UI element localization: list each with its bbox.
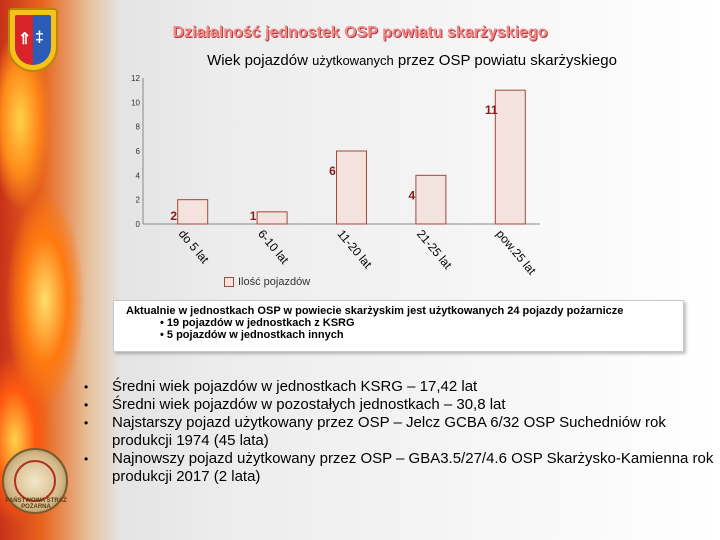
- badge-text: PAŃSTWOWA STRAŻ POŻARNA: [5, 498, 67, 510]
- legend-label: Ilość pojazdów: [238, 276, 311, 288]
- bullet-item: • Średni wiek pojazdów w jednostkach KSRG…: [84, 378, 478, 395]
- y-tick-label: 10: [131, 98, 140, 107]
- coat-of-arms-logo: ⇑ ‡: [8, 8, 58, 72]
- info-line-other: • 5 pojazdów w jednostkach innych: [160, 329, 344, 341]
- category-label: pow.25 lat: [493, 227, 539, 278]
- data-label: 11: [485, 103, 498, 117]
- bar: [494, 89, 526, 225]
- chart-title-part1: Wiek pojazdów: [207, 52, 313, 69]
- chart-legend: Ilość pojazdów: [224, 276, 310, 288]
- bar: [256, 211, 288, 225]
- bar: [415, 174, 447, 225]
- bar: [336, 150, 367, 225]
- flame-decoration: [0, 0, 120, 540]
- chart-title: Wiek pojazdów użytkowanych przez OSP pow…: [132, 52, 692, 69]
- data-label: 6: [329, 164, 336, 178]
- y-tick-label: 2: [136, 196, 141, 205]
- slide-title: Działalność jednostek OSP powiatu skarży…: [172, 24, 548, 41]
- bar-chart: 0 2 4 6 8 10 12 2 do 5 lat 1 6-10 lat 6 11-20 lat 4 21…: [131, 74, 540, 278]
- bullet-list: • Średni wiek pojazdów w jednostkach KSRG…: [84, 378, 714, 486]
- fire-service-badge-logo: [2, 448, 68, 514]
- category-label: 21-25 lat: [414, 227, 455, 272]
- cross-icon: ‡: [35, 29, 44, 46]
- arrow-icon: ⇑: [18, 31, 32, 48]
- legend-swatch: [224, 277, 234, 287]
- category-label: 11-20 lat: [335, 227, 376, 272]
- data-label: 2: [170, 209, 177, 223]
- bullet-item: • Najstarszy pojazd użytkowany przez OSP …: [84, 414, 666, 449]
- chart-title-part3: przez OSP powiatu skarżyskiego: [393, 52, 617, 69]
- info-line-ksrg: • 19 pojazdów w jednostkach z KSRG: [160, 317, 355, 329]
- y-tick-label: 0: [136, 220, 141, 229]
- bullet-item: • Średni wiek pojazdów w pozostałych jedn…: [84, 396, 506, 413]
- category-label: do 5 lat: [176, 227, 212, 267]
- info-box: Aktualnie w jednostkach OSP w powiecie s…: [113, 300, 684, 352]
- category-label: 6-10 lat: [255, 227, 292, 267]
- chart-title-part2: użytkowanych: [312, 53, 394, 68]
- y-tick-label: 8: [136, 123, 141, 132]
- data-label: 1: [250, 209, 257, 223]
- bullet-item: • Najnowszy pojazd użytkowany przez OSP –…: [84, 450, 714, 485]
- y-tick-label: 4: [136, 171, 141, 180]
- info-line-total: Aktualnie w jednostkach OSP w powiecie s…: [126, 305, 624, 317]
- y-tick-label: 12: [131, 74, 140, 83]
- bar: [177, 199, 209, 225]
- y-tick-label: 6: [136, 147, 141, 156]
- data-label: 4: [409, 188, 416, 202]
